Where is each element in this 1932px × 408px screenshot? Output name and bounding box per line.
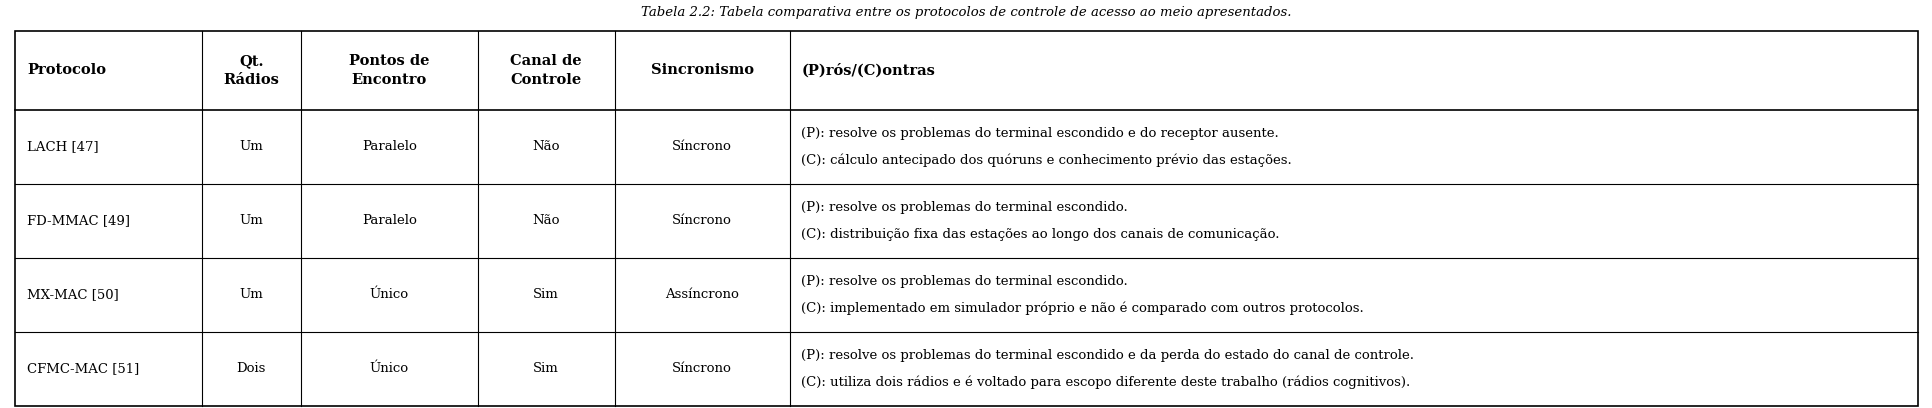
Text: Único: Único	[369, 362, 408, 375]
Text: Um: Um	[240, 140, 263, 153]
Text: Síncrono: Síncrono	[672, 362, 732, 375]
Text: Qt.
Rádios: Qt. Rádios	[224, 54, 278, 87]
Text: Síncrono: Síncrono	[672, 214, 732, 227]
Text: LACH [47]: LACH [47]	[27, 140, 99, 153]
Text: Pontos de
Encontro: Pontos de Encontro	[350, 54, 429, 87]
Text: (P): resolve os problemas do terminal escondido.: (P): resolve os problemas do terminal es…	[800, 201, 1128, 214]
Text: CFMC-MAC [51]: CFMC-MAC [51]	[27, 362, 139, 375]
Text: (P): resolve os problemas do terminal escondido e da perda do estado do canal de: (P): resolve os problemas do terminal es…	[800, 349, 1414, 362]
Text: Assíncrono: Assíncrono	[665, 288, 738, 302]
Text: Não: Não	[531, 140, 560, 153]
Text: (C): cálculo antecipado dos quóruns e conhecimento prévio das estações.: (C): cálculo antecipado dos quóruns e co…	[800, 153, 1291, 167]
Text: Tabela 2.2: Tabela comparativa entre os protocolos de controle de acesso ao meio: Tabela 2.2: Tabela comparativa entre os …	[641, 6, 1291, 19]
Text: (P): resolve os problemas do terminal escondido.: (P): resolve os problemas do terminal es…	[800, 275, 1128, 288]
Text: (P)rós/(C)ontras: (P)rós/(C)ontras	[800, 63, 935, 78]
Text: FD-MMAC [49]: FD-MMAC [49]	[27, 214, 129, 227]
Text: Canal de
Controle: Canal de Controle	[510, 54, 582, 87]
Text: MX-MAC [50]: MX-MAC [50]	[27, 288, 118, 302]
Text: Síncrono: Síncrono	[672, 140, 732, 153]
Text: Não: Não	[531, 214, 560, 227]
Text: Paralelo: Paralelo	[361, 140, 417, 153]
Text: Protocolo: Protocolo	[27, 64, 106, 78]
Text: Sim: Sim	[533, 288, 558, 302]
Text: Sim: Sim	[533, 362, 558, 375]
Text: (C): utiliza dois rádios e é voltado para escopo diferente deste trabalho (rádio: (C): utiliza dois rádios e é voltado par…	[800, 375, 1410, 389]
Text: Dois: Dois	[236, 362, 267, 375]
Text: Sincronismo: Sincronismo	[651, 64, 753, 78]
Text: Um: Um	[240, 214, 263, 227]
Text: Paralelo: Paralelo	[361, 214, 417, 227]
Text: (P): resolve os problemas do terminal escondido e do receptor ausente.: (P): resolve os problemas do terminal es…	[800, 127, 1279, 140]
Text: (C): distribuição fixa das estações ao longo dos canais de comunicação.: (C): distribuição fixa das estações ao l…	[800, 228, 1279, 241]
Text: (C): implementado em simulador próprio e não é comparado com outros protocolos.: (C): implementado em simulador próprio e…	[800, 302, 1364, 315]
Text: Único: Único	[369, 288, 408, 302]
Text: Um: Um	[240, 288, 263, 302]
